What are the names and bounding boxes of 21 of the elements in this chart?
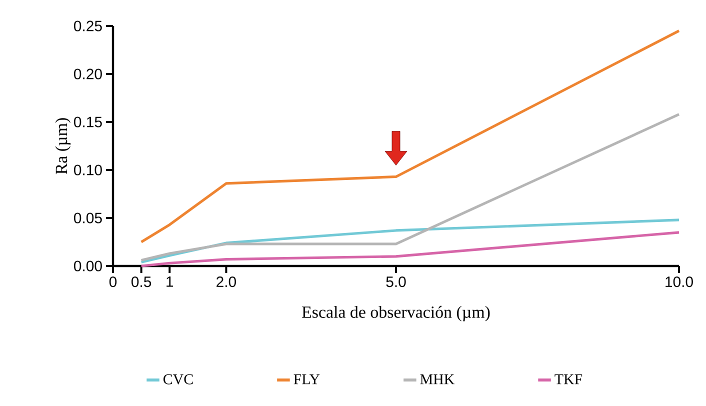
x-tick-label: 0 <box>109 276 117 288</box>
legend-label: CVC <box>163 374 193 384</box>
y-tick-label: 0.10 <box>74 164 102 176</box>
legend-label: TKF <box>554 374 582 384</box>
x-tick-label: 0.5 <box>131 276 152 288</box>
x-tick-label: 5.0 <box>386 276 406 288</box>
legend-label: FLY <box>294 374 320 384</box>
y-tick-label: 0.20 <box>74 68 102 80</box>
x-tick-label: 1 <box>166 276 174 287</box>
x-tick-label: 2.0 <box>216 276 236 288</box>
y-tick-label: 0.15 <box>74 116 102 128</box>
line-series <box>140 231 680 268</box>
y-tick-label: 0.00 <box>74 260 102 272</box>
line-series <box>140 113 680 262</box>
legend-label: MHK <box>420 374 455 384</box>
y-tick-label: 0.05 <box>74 212 102 224</box>
line-series <box>140 30 680 244</box>
x-tick-label: 10.0 <box>666 276 693 288</box>
y-tick-label: 0.25 <box>74 20 102 32</box>
y-axis-title: Ra (µm) <box>55 118 71 174</box>
x-axis-title: Escala de observación (µm) <box>302 306 490 322</box>
